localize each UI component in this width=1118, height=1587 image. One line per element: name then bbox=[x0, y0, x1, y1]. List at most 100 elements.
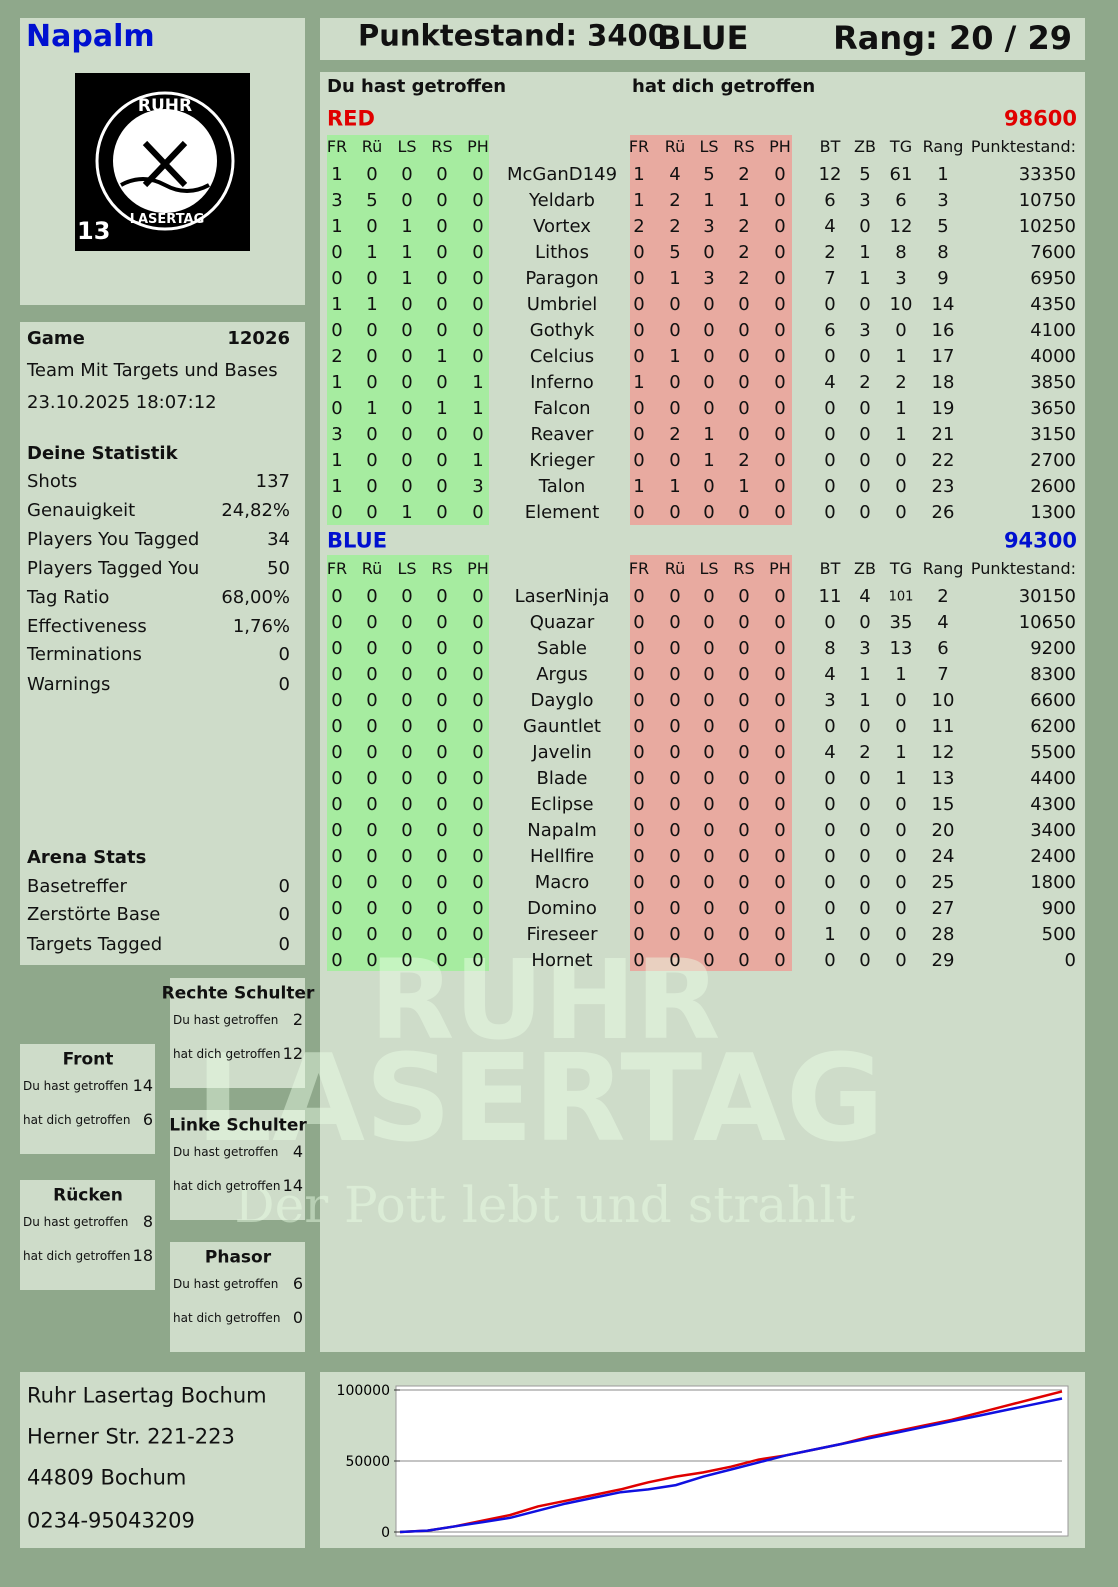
column-header: PH bbox=[769, 137, 791, 156]
column-header: RS bbox=[733, 559, 755, 578]
cell: 0 bbox=[331, 320, 343, 341]
cell: 1 bbox=[401, 242, 413, 263]
cell: 0 bbox=[436, 820, 448, 841]
cell: 1 bbox=[895, 346, 907, 367]
cell: 1 bbox=[472, 372, 484, 393]
cell: 1 bbox=[703, 190, 715, 211]
cell: 3 bbox=[859, 320, 871, 341]
stat-value: 68,00% bbox=[221, 587, 290, 608]
cell: 0 bbox=[633, 664, 645, 685]
column-header: FR bbox=[326, 559, 348, 578]
stat-label: Players Tagged You bbox=[27, 558, 200, 579]
stat-value: 1,76% bbox=[232, 616, 290, 637]
zone-label: hat dich getroffen bbox=[23, 1249, 131, 1263]
game-label: Game bbox=[27, 328, 85, 349]
table-heading: Du hast getroffen bbox=[327, 76, 507, 97]
cell: 0 bbox=[472, 424, 484, 445]
cell: 0 bbox=[436, 690, 448, 711]
stat-value: 0 bbox=[278, 876, 290, 897]
player-cell: Element bbox=[524, 502, 600, 523]
zone-label: hat dich getroffen bbox=[173, 1047, 281, 1061]
cell: 0 bbox=[331, 664, 343, 685]
column-header: Rang bbox=[922, 137, 964, 156]
cell: 4350 bbox=[1030, 294, 1076, 315]
cell: 0 bbox=[669, 950, 681, 971]
cell: 0 bbox=[633, 586, 645, 607]
cell: 0 bbox=[436, 716, 448, 737]
player-cell: Javelin bbox=[532, 742, 592, 763]
cell: 0 bbox=[436, 846, 448, 867]
cell: 3150 bbox=[1030, 424, 1076, 445]
cell: 1 bbox=[401, 268, 413, 289]
cell: 0 bbox=[669, 872, 681, 893]
stat-label: Effectiveness bbox=[27, 616, 147, 637]
cell: 0 bbox=[366, 742, 378, 763]
cell: 0 bbox=[436, 924, 448, 945]
cell: 0 bbox=[895, 898, 907, 919]
cell: 8 bbox=[824, 638, 836, 659]
column-header: LS bbox=[699, 137, 719, 156]
stats-panel bbox=[20, 322, 305, 965]
cell: 0 bbox=[824, 898, 836, 919]
hit-you-bg bbox=[630, 135, 792, 525]
cell: 0 bbox=[703, 664, 715, 685]
cell: 2 bbox=[331, 346, 343, 367]
cell: 0 bbox=[774, 950, 786, 971]
cell: 0 bbox=[366, 424, 378, 445]
cell: 1 bbox=[824, 924, 836, 945]
cell: 1800 bbox=[1030, 872, 1076, 893]
player-cell: Celcius bbox=[529, 346, 595, 367]
address-panel bbox=[20, 1372, 305, 1548]
cell: 1 bbox=[633, 372, 645, 393]
column-header: PH bbox=[769, 559, 791, 578]
cell: 2 bbox=[669, 190, 681, 211]
cell: 0 bbox=[824, 502, 836, 523]
cell: 1 bbox=[895, 664, 907, 685]
cell: 0 bbox=[331, 242, 343, 263]
cell: 0 bbox=[472, 742, 484, 763]
cell: 0 bbox=[774, 242, 786, 263]
cell: 22 bbox=[931, 450, 955, 471]
cell: 0 bbox=[436, 320, 448, 341]
cell: 19 bbox=[931, 398, 955, 419]
cell: 0 bbox=[859, 924, 871, 945]
cell: 6 bbox=[937, 638, 949, 659]
cell: 0 bbox=[824, 346, 836, 367]
column-header: LS bbox=[397, 137, 417, 156]
cell: 1 bbox=[366, 242, 378, 263]
cell: 0 bbox=[738, 638, 750, 659]
cell: 0 bbox=[633, 450, 645, 471]
zone-label: Du hast getroffen bbox=[173, 1013, 279, 1027]
cell: 0 bbox=[703, 794, 715, 815]
cell: 3 bbox=[331, 424, 343, 445]
column-header: Rang bbox=[922, 559, 964, 578]
cell: 0 bbox=[669, 742, 681, 763]
cell: 0 bbox=[703, 690, 715, 711]
cell: 0 bbox=[824, 612, 836, 633]
table-heading: hat dich getroffen bbox=[632, 76, 816, 97]
cell: 2 bbox=[669, 424, 681, 445]
cell: 8 bbox=[895, 242, 907, 263]
cell: 0 bbox=[331, 924, 343, 945]
cell: 0 bbox=[859, 872, 871, 893]
cell: 1 bbox=[895, 424, 907, 445]
cell: 0 bbox=[633, 638, 645, 659]
cell: 0 bbox=[703, 846, 715, 867]
cell: 1 bbox=[472, 450, 484, 471]
cell: 0 bbox=[633, 268, 645, 289]
cell: 0 bbox=[472, 190, 484, 211]
cell: 0 bbox=[824, 794, 836, 815]
cell: 0 bbox=[633, 716, 645, 737]
watermark: RUHR bbox=[369, 936, 721, 1064]
cell: 0 bbox=[472, 950, 484, 971]
cell: 3400 bbox=[1030, 820, 1076, 841]
cell: 0 bbox=[401, 950, 413, 971]
cell: 12 bbox=[889, 216, 913, 237]
cell: 0 bbox=[633, 768, 645, 789]
cell: 0 bbox=[774, 872, 786, 893]
cell: 0 bbox=[436, 502, 448, 523]
cell: 0 bbox=[859, 294, 871, 315]
cell: 1 bbox=[436, 346, 448, 367]
cell: 0 bbox=[401, 690, 413, 711]
player-cell: Falcon bbox=[533, 398, 591, 419]
